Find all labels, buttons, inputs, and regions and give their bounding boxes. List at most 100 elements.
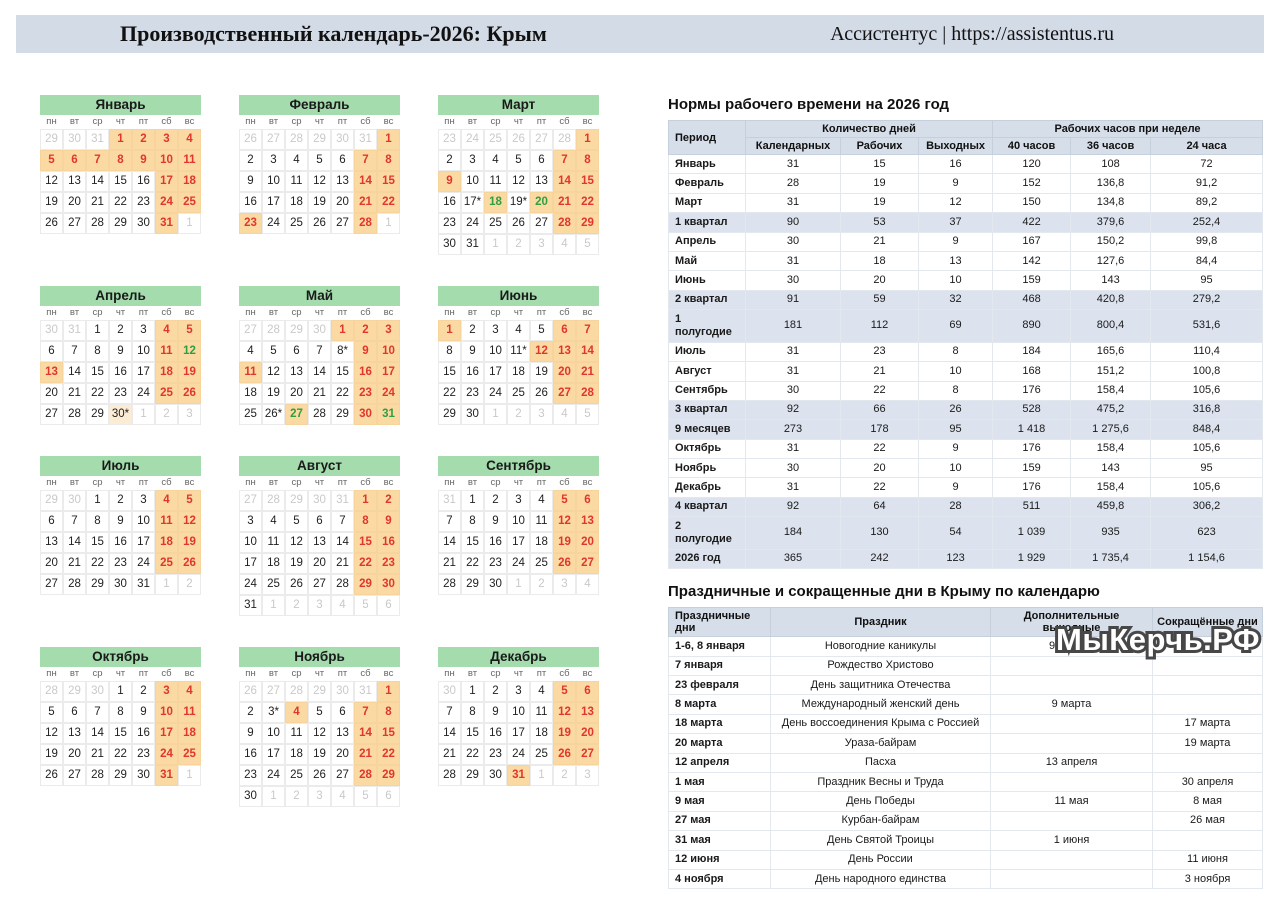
- day-cell: 30: [132, 765, 155, 786]
- day-cell: 10: [155, 702, 178, 723]
- period-label: 3 квартал: [668, 399, 746, 421]
- day-cell: 18: [239, 383, 262, 404]
- day-cell: 27: [530, 213, 553, 234]
- weekday-label: ср: [92, 307, 103, 318]
- day-cell: 28: [354, 765, 377, 786]
- col-group-days: Количество дней: [744, 120, 994, 138]
- day-cell: 5: [553, 490, 576, 511]
- extra-dayoff: [990, 810, 1153, 832]
- day-cell: 19: [285, 553, 308, 574]
- day-cell: 20: [576, 532, 599, 553]
- day-cell: 27: [285, 404, 308, 425]
- weekday-label: чт: [513, 668, 524, 679]
- day-cell: 14: [63, 362, 86, 383]
- norms-value: 66: [840, 399, 919, 421]
- weekday-label: пн: [46, 307, 57, 318]
- day-cell: 3*: [262, 702, 285, 723]
- day-cell: 14: [308, 362, 331, 383]
- norms-value: 95: [917, 419, 994, 440]
- day-cell: 7: [86, 150, 109, 171]
- day-cell: 17: [262, 744, 285, 765]
- norms-row: Ноябрь 30 20 10 159 143 95: [668, 458, 1264, 479]
- day-cell: 4: [507, 320, 530, 341]
- day-cell: 9: [461, 341, 484, 362]
- day-cell: 15: [109, 723, 132, 744]
- day-cell: 25: [530, 744, 553, 765]
- norms-value: 143: [1070, 458, 1152, 479]
- norms-row: Май 31 18 13 142 127,6 84,4: [668, 250, 1264, 272]
- norms-row: 2 полугодие 184 130 54 1 039 935 623: [668, 516, 1264, 550]
- weekday-label: пт: [138, 668, 149, 679]
- day-cell: 1: [576, 129, 599, 150]
- month-calendar-11: Ноябрь пн вт ср чт пт сб вс 26 27 28 29 30 31 1 2 3* 4 5 6 7…: [239, 647, 400, 807]
- day-cell: 23: [484, 553, 507, 574]
- norms-value: 178: [840, 419, 919, 440]
- day-cell: 8: [438, 341, 461, 362]
- weekday-label: пт: [337, 477, 348, 488]
- day-cell: 25: [155, 553, 178, 574]
- norms-value: 54: [917, 516, 994, 550]
- shortened-day: 3 ноября: [1152, 868, 1263, 890]
- day-cell: 4: [530, 490, 553, 511]
- day-grid: 30 31 1 2 3 4 5 6 7 8 9 10 11 12 13 14 15 16 17 18 19 20 21 22 2…: [40, 320, 201, 425]
- day-cell: 19: [553, 723, 576, 744]
- day-cell: 6: [63, 150, 86, 171]
- norms-value: 9: [917, 231, 994, 252]
- month-calendar-7: Июль пн вт ср чт пт сб вс 29 30 1 2 3 4 5 6 7 8 9 10 11 12 13 1…: [40, 456, 201, 595]
- day-cell: 28: [285, 681, 308, 702]
- weekday-label: вт: [69, 477, 80, 488]
- day-cell: 23: [438, 129, 461, 150]
- holiday-name: День Победы: [770, 791, 991, 812]
- day-cell: 31: [507, 765, 530, 786]
- shortened-day: 8 мая: [1152, 791, 1263, 812]
- day-cell: 29: [40, 490, 63, 511]
- shortened-day: [1152, 655, 1263, 677]
- norms-value: 273: [745, 419, 841, 440]
- day-cell: 29: [285, 320, 308, 341]
- norms-value: 22: [840, 438, 919, 460]
- day-cell: 16: [239, 192, 262, 213]
- weekday-header: пн вт ср чт пт сб вс: [438, 667, 599, 681]
- weekday-label: сб: [161, 668, 172, 679]
- norms-value: 143: [1070, 270, 1152, 291]
- day-cell: 27: [553, 383, 576, 404]
- day-cell: 1: [438, 320, 461, 341]
- day-cell: 13: [576, 702, 599, 723]
- day-cell: 29: [63, 681, 86, 702]
- weekday-header: пн вт ср чт пт сб вс: [438, 115, 599, 129]
- norms-value: 623: [1150, 516, 1264, 550]
- weekday-label: вт: [467, 307, 478, 318]
- holidays-table: Праздничные дни Праздник Дополнительные вы…: [668, 607, 1263, 890]
- norms-value: 158,4: [1070, 438, 1152, 460]
- day-cell: 7: [354, 702, 377, 723]
- day-cell: 22: [109, 192, 132, 213]
- col-subheader: Календарных: [745, 137, 841, 155]
- period-label: Ноябрь: [668, 458, 746, 479]
- period-label: Май: [668, 250, 746, 272]
- day-cell: 19: [530, 362, 553, 383]
- day-cell: 1: [354, 490, 377, 511]
- weekday-label: пн: [245, 668, 256, 679]
- day-cell: 21: [438, 744, 461, 765]
- day-cell: 4: [530, 681, 553, 702]
- watermark: МыКерчь.РФ: [1053, 619, 1263, 660]
- day-cell: 3: [576, 765, 599, 786]
- day-cell: 5: [285, 511, 308, 532]
- day-cell: 12: [40, 723, 63, 744]
- day-cell: 6: [40, 511, 63, 532]
- weekday-label: чт: [513, 477, 524, 488]
- day-cell: 2: [530, 574, 553, 595]
- holiday-name: Курбан-байрам: [770, 810, 991, 832]
- day-cell: 5: [553, 681, 576, 702]
- header-bar: Производственный календарь-2026: Крым Ас…: [16, 15, 1264, 53]
- weekday-header: пн вт ср чт пт сб вс: [239, 667, 400, 681]
- calendar-row-4: Октябрь пн вт ср чт пт сб вс 28 29 30 1 2 3 4 5 6 7 8 9 10 11…: [40, 647, 599, 807]
- norms-value: 53: [840, 212, 919, 233]
- weekday-label: пн: [444, 116, 455, 127]
- norms-value: 59: [840, 289, 919, 311]
- norms-value: 28: [745, 173, 841, 194]
- norms-value: 528: [992, 399, 1072, 421]
- day-cell: 25: [530, 553, 553, 574]
- day-cell: 1: [484, 234, 507, 255]
- day-cell: 4: [553, 234, 576, 255]
